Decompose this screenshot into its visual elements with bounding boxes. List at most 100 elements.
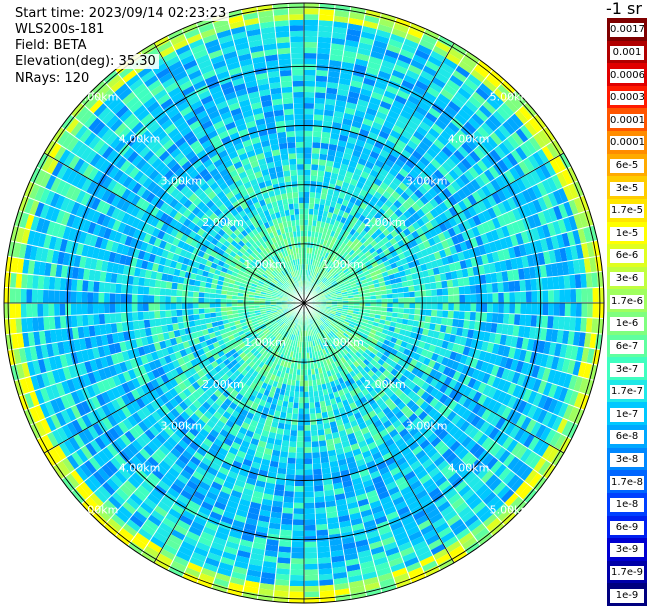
data-bin: [131, 294, 138, 303]
data-bin: [323, 176, 331, 184]
data-bin: [306, 242, 311, 248]
data-bin: [325, 194, 333, 201]
data-bin: [293, 402, 299, 409]
data-bin: [309, 402, 315, 409]
data-bin: [411, 212, 421, 222]
data-bin: [37, 275, 45, 290]
data-bin: [410, 59, 425, 71]
data-bin: [585, 317, 593, 333]
data-bin: [378, 251, 386, 259]
data-bin: [425, 60, 440, 72]
data-bin: [300, 364, 304, 370]
data-bin: [299, 386, 304, 392]
data-bin: [26, 317, 34, 332]
data-bin: [369, 96, 382, 106]
data-bin: [286, 407, 293, 414]
data-bin: [446, 318, 454, 327]
data-bin: [309, 276, 313, 282]
data-bin: [417, 185, 428, 195]
data-bin: [304, 180, 311, 187]
data-bin: [281, 518, 293, 525]
data-bin: [329, 289, 336, 293]
data-bin: [309, 242, 314, 249]
data-bin: [392, 124, 404, 135]
data-bin: [569, 317, 576, 331]
data-bin: [464, 285, 471, 295]
data-bin: [399, 328, 406, 336]
data-bin: [439, 212, 449, 223]
data-bin: [317, 289, 323, 294]
data-bin: [430, 50, 446, 63]
data-bin: [54, 290, 60, 303]
data-bin: [408, 169, 419, 179]
data-bin: [373, 116, 385, 126]
data-bin: [159, 303, 166, 311]
data-bin: [523, 157, 535, 172]
data-bin: [337, 280, 344, 286]
data-bin: [414, 189, 424, 199]
data-bin: [328, 242, 335, 249]
data-bin: [497, 282, 504, 293]
data-bin: [395, 139, 407, 149]
data-bin: [449, 334, 457, 343]
data-bin: [278, 462, 288, 469]
data-bin: [176, 309, 183, 317]
data-bin: [423, 342, 431, 351]
data-bin: [344, 206, 352, 214]
data-bin: [347, 275, 354, 281]
data-bin: [478, 244, 487, 256]
data-bin: [445, 142, 457, 154]
data-bin: [70, 303, 77, 316]
data-bin: [462, 249, 471, 260]
data-bin: [527, 390, 538, 405]
data-bin: [333, 231, 340, 239]
data-bin: [407, 95, 421, 106]
data-bin: [337, 240, 344, 247]
data-bin: [364, 309, 371, 314]
data-bin: [508, 94, 523, 110]
data-bin: [359, 229, 367, 237]
data-bin: [584, 332, 592, 348]
data-bin: [193, 285, 200, 292]
data-bin: [553, 205, 563, 220]
data-bin: [452, 224, 462, 235]
data-bin: [336, 233, 343, 241]
data-bin: [318, 573, 333, 581]
data-bin: [477, 212, 487, 224]
data-bin: [92, 292, 99, 303]
data-bin: [478, 350, 487, 361]
data-bin: [493, 88, 508, 103]
data-bin: [384, 320, 391, 326]
data-bin: [467, 329, 475, 339]
data-bin: [290, 563, 304, 570]
data-bin: [520, 291, 527, 303]
data-bin: [556, 329, 564, 344]
data-bin: [441, 146, 453, 158]
data-bin: [188, 285, 195, 292]
data-bin: [332, 264, 338, 270]
data-bin: [419, 170, 430, 181]
data-bin: [490, 364, 500, 377]
data-bin: [336, 253, 343, 260]
data-bin: [154, 295, 160, 303]
data-bin: [333, 265, 340, 272]
data-bin: [304, 114, 314, 120]
data-bin: [431, 289, 438, 296]
data-bin: [434, 98, 448, 110]
data-bin: [115, 283, 122, 294]
data-bin: [109, 303, 116, 314]
data-bin: [391, 163, 402, 173]
data-bin: [297, 419, 304, 426]
data-bin: [98, 303, 105, 314]
data-bin: [537, 196, 548, 211]
data-bin: [339, 249, 346, 256]
data-bin: [332, 281, 338, 287]
data-bin: [380, 311, 387, 316]
data-bin: [360, 123, 372, 132]
data-bin: [283, 502, 294, 509]
data-bin: [527, 215, 537, 229]
data-bin: [458, 60, 474, 74]
data-bin: [283, 429, 291, 436]
data-bin: [331, 256, 337, 263]
data-bin: [330, 172, 339, 180]
